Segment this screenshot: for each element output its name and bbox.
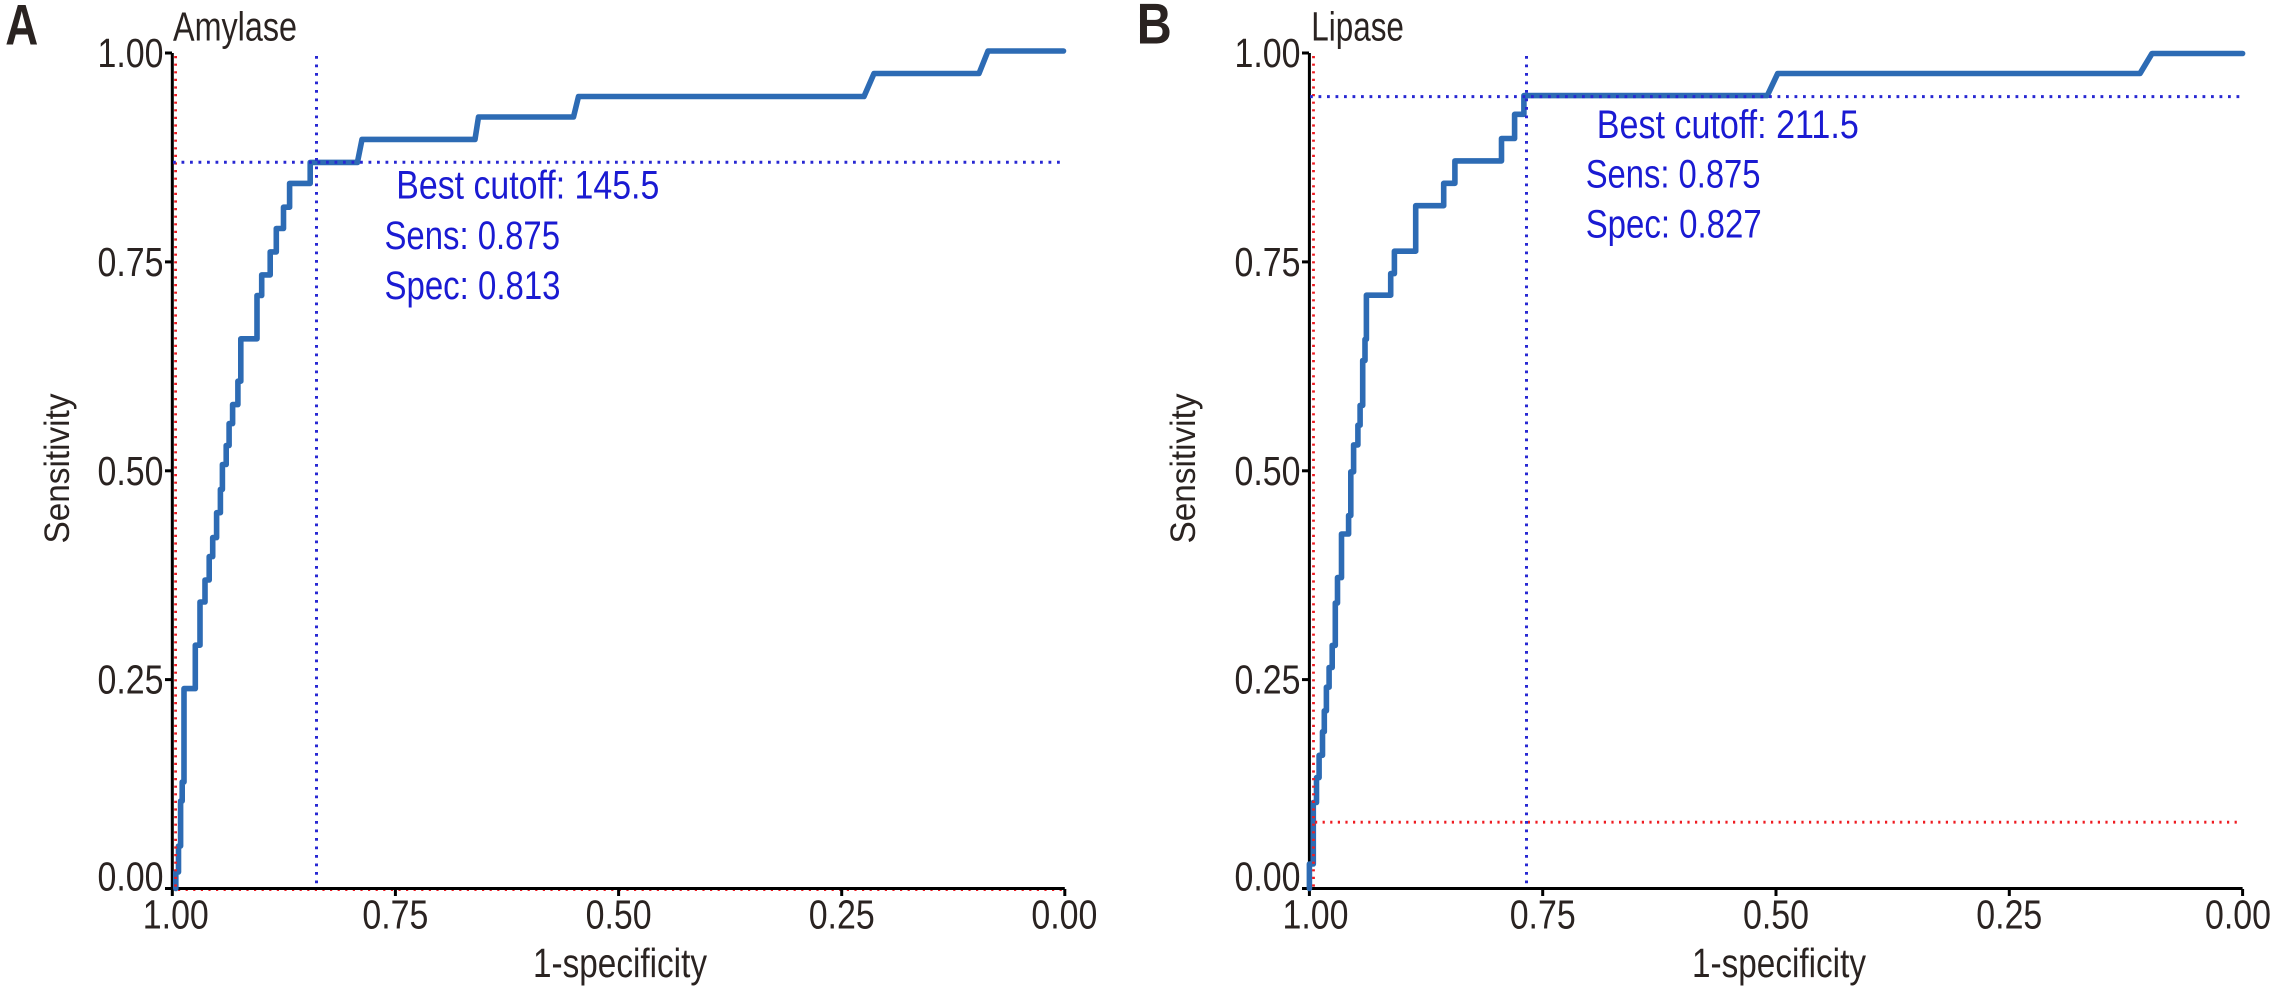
svg-text:1-specificity: 1-specificity (533, 940, 708, 986)
svg-text:0.50: 0.50 (1235, 448, 1301, 494)
svg-text:0.25: 0.25 (1235, 657, 1301, 703)
svg-text:Sens: 0.875: Sens: 0.875 (385, 214, 561, 258)
svg-text:0.00: 0.00 (98, 853, 164, 899)
svg-text:0.50: 0.50 (98, 448, 164, 494)
svg-text:0.75: 0.75 (98, 239, 164, 285)
svg-text:1.00: 1.00 (143, 892, 209, 938)
svg-text:Sensitivity: Sensitivity (1164, 393, 1203, 543)
svg-text:0.00: 0.00 (2205, 892, 2271, 938)
svg-text:0.75: 0.75 (1235, 239, 1301, 285)
svg-text:Best cutoff: 211.5: Best cutoff: 211.5 (1597, 103, 1859, 147)
svg-text:0.50: 0.50 (586, 892, 652, 938)
svg-text:1.00: 1.00 (98, 30, 164, 76)
svg-text:0.00: 0.00 (1031, 892, 1097, 938)
svg-text:Spec: 0.827: Spec: 0.827 (1586, 202, 1762, 246)
svg-text:A: A (5, 0, 38, 58)
svg-text:B: B (1137, 0, 1172, 57)
svg-text:Best cutoff: 145.5: Best cutoff: 145.5 (396, 163, 659, 207)
svg-text:0.25: 0.25 (1976, 892, 2042, 938)
svg-text:1.00: 1.00 (1235, 30, 1301, 76)
svg-text:1.00: 1.00 (1283, 892, 1349, 938)
svg-text:Spec: 0.813: Spec: 0.813 (385, 264, 561, 308)
svg-text:Sensitivity: Sensitivity (38, 393, 77, 543)
svg-text:0.75: 0.75 (362, 892, 428, 938)
svg-text:Amylase: Amylase (173, 3, 297, 49)
svg-text:1-specificity: 1-specificity (1692, 940, 1867, 986)
svg-text:0.50: 0.50 (1743, 892, 1809, 938)
svg-text:0.25: 0.25 (809, 892, 875, 938)
svg-text:Lipase: Lipase (1311, 3, 1404, 49)
svg-text:0.00: 0.00 (1235, 853, 1301, 899)
svg-text:0.75: 0.75 (1510, 892, 1576, 938)
svg-text:Sens: 0.875: Sens: 0.875 (1586, 153, 1761, 197)
svg-text:0.25: 0.25 (98, 657, 164, 703)
